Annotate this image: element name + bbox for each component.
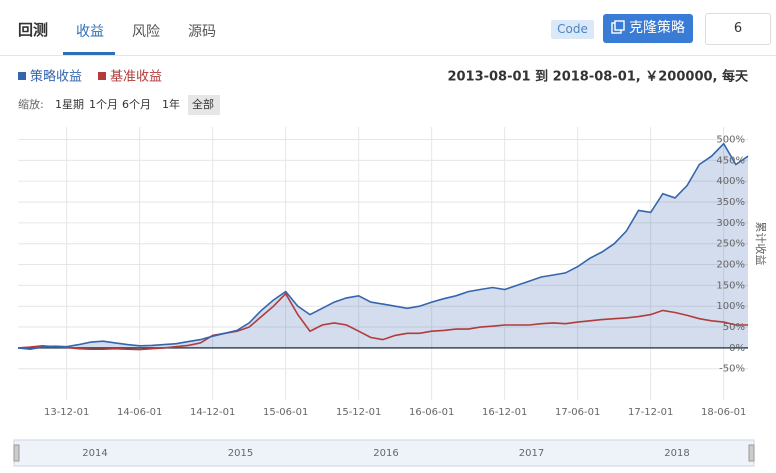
x-tick-label: 15-06-01	[263, 407, 308, 418]
zoom-option[interactable]: 全部	[192, 97, 214, 111]
zoom-selected-bg	[188, 95, 220, 115]
navigator-year: 2018	[664, 448, 689, 459]
y-tick-label: 450%	[716, 155, 745, 166]
zoom-option[interactable]: 1星期	[55, 98, 84, 111]
y-tick-label: 50%	[723, 322, 745, 333]
legend-swatch	[18, 72, 26, 80]
navigator-handle[interactable]	[13, 444, 20, 462]
y-tick-label: 250%	[716, 239, 745, 250]
navigator-handle[interactable]	[748, 444, 755, 462]
code-badge[interactable]: Code	[551, 20, 594, 39]
x-tick-label: 14-06-01	[117, 407, 162, 418]
navigator-year: 2015	[228, 448, 253, 459]
top-bar: 回测 收益 风险 源码 Code 克隆策略 6	[0, 0, 776, 56]
y-tick-label: 500%	[716, 135, 745, 146]
y-tick-label: 0%	[729, 343, 745, 354]
tab[interactable]: 收益	[76, 24, 104, 40]
legend-label[interactable]: 策略收益	[30, 69, 82, 85]
copy-icon	[611, 20, 625, 34]
navigator-year: 2016	[373, 448, 398, 459]
x-tick-label: 14-12-01	[190, 407, 235, 418]
panel-title: 回测	[18, 21, 49, 39]
tab[interactable]: 风险	[132, 24, 160, 40]
series-line	[17, 142, 749, 351]
number-input[interactable]: 6	[705, 13, 771, 45]
y-tick-label: 200%	[716, 260, 745, 271]
y-axis-label: 累计收益	[754, 222, 768, 266]
zoom-label: 缩放:	[18, 97, 44, 111]
clone-button-label: 克隆策略	[629, 20, 685, 36]
chart: 策略收益 基准收益 2013-08-01 到 2018-08-01, ￥200000…	[13, 69, 768, 467]
y-tick-label: 100%	[716, 301, 745, 312]
x-tick-label: 16-12-01	[482, 407, 527, 418]
series-line	[17, 292, 748, 351]
navigator-year: 2017	[519, 448, 544, 459]
tab[interactable]: 源码	[188, 24, 216, 40]
navigator-year: 2014	[82, 448, 107, 459]
y-tick-label: 400%	[716, 176, 745, 187]
y-tick-label: 150%	[716, 280, 745, 291]
active-tab-indicator	[63, 52, 115, 55]
zoom-option[interactable]: 1个月	[89, 98, 118, 111]
x-tick-label: 13-12-01	[44, 407, 89, 418]
zoom-option[interactable]: 6个月	[122, 98, 151, 111]
legend-swatch	[98, 72, 106, 80]
y-tick-label: -50%	[719, 364, 745, 375]
y-tick-label: 350%	[716, 197, 745, 208]
zoom-option[interactable]: 1年	[162, 97, 180, 111]
x-tick-label: 15-12-01	[336, 407, 381, 418]
legend-label[interactable]: 基准收益	[110, 70, 162, 85]
clone-button[interactable]: 克隆策略	[603, 14, 693, 43]
x-tick-label: 16-06-01	[409, 407, 454, 418]
summary: 2013-08-01 到 2018-08-01, ￥200000, 每天	[447, 69, 749, 85]
x-tick-label: 17-06-01	[555, 407, 600, 418]
y-tick-label: 300%	[716, 218, 745, 229]
x-tick-label: 17-12-01	[628, 407, 673, 418]
x-tick-label: 18-06-01	[701, 407, 746, 418]
area-fill	[18, 143, 748, 350]
